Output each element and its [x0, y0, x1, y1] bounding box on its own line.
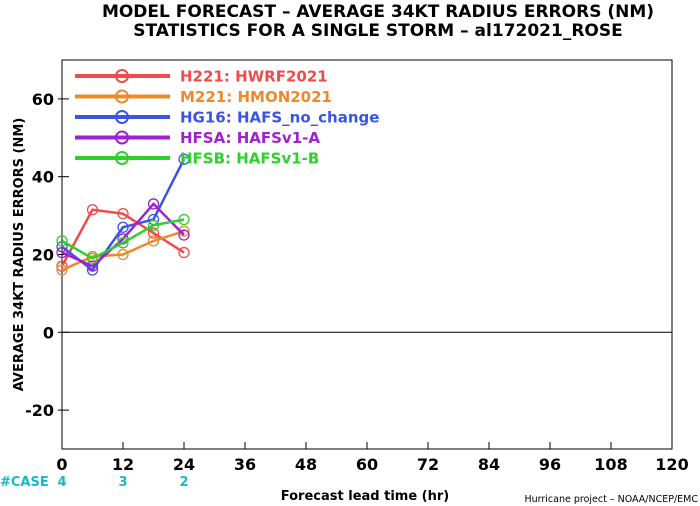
y-tick-label: -20 [25, 401, 54, 420]
plot-area: -20 0 20 40 60 0 12 24 36 48 60 72 84 96 108 120 H221:… [25, 59, 689, 474]
series-line [60, 208, 185, 267]
data-point [56, 235, 68, 247]
legend-entry: HFSB: HAFSv1-B [75, 150, 319, 168]
x-tick-label: 48 [295, 455, 317, 474]
series-hfsb [56, 213, 190, 265]
x-axis-label: Forecast lead time (hr) [281, 489, 449, 504]
y-axis-label: AVERAGE 34KT RADIUS ERRORS (NM) [12, 118, 27, 392]
case-label: #CASE [0, 475, 49, 490]
legend-swatch-marker [115, 69, 129, 83]
y-tick-label: 20 [32, 246, 54, 265]
x-tick-label: 60 [356, 455, 378, 474]
series-line [61, 218, 185, 260]
x-tick-label: 72 [417, 455, 439, 474]
y-tick-label: 0 [43, 323, 54, 342]
data-point [147, 235, 160, 247]
legend-entry: HFSA: HAFSv1-A [75, 129, 320, 147]
chart-subtitle: STATISTICS FOR A SINGLE STORM – al172021… [133, 21, 622, 41]
x-tick-label: 84 [478, 455, 500, 474]
legend-swatch-marker [115, 130, 129, 145]
legend-label: HFSB: HAFSv1-B [180, 150, 319, 168]
data-point [56, 246, 68, 259]
chart-title: MODEL FORECAST – AVERAGE 34KT RADIUS ERR… [102, 2, 654, 22]
y-tick-label: 60 [32, 90, 54, 109]
legend-entry: M221: HMON2021 [75, 88, 332, 106]
data-point [86, 204, 99, 216]
y-tick-label: 40 [32, 168, 54, 187]
data-point [56, 260, 68, 272]
data-point [178, 246, 190, 259]
data-point [147, 198, 160, 210]
x-tick-label: 96 [539, 455, 561, 474]
legend-label: M221: HMON2021 [180, 88, 332, 106]
x-tick-label: 12 [112, 455, 134, 474]
legend-entry: HG16: HAFS_no_change [75, 109, 379, 127]
data-point [117, 208, 129, 220]
series-h221 [56, 204, 190, 272]
data-point [178, 229, 190, 241]
legend-swatch-marker [115, 110, 129, 124]
data-point [147, 219, 160, 231]
data-point [56, 264, 68, 276]
case-count: 2 [179, 475, 188, 490]
data-point [178, 153, 190, 165]
case-count: 4 [57, 475, 66, 490]
legend-swatch-marker [115, 151, 129, 165]
x-tick-label: 36 [234, 455, 256, 474]
x-tick-label: 120 [655, 455, 688, 474]
legend-entry: H221: HWRF2021 [75, 68, 328, 86]
credit-text: Hurricane project – NOAA/NCEP/EMC [524, 494, 698, 505]
series-line [61, 202, 185, 268]
legend-swatch-marker [115, 89, 129, 104]
data-point [86, 260, 99, 272]
case-count: 3 [118, 475, 127, 490]
legend-label: HFSA: HAFSv1-A [180, 129, 320, 147]
data-point [117, 248, 129, 261]
x-tick-label: 108 [594, 455, 627, 474]
legend-label: H221: HWRF2021 [180, 68, 328, 86]
data-point [117, 221, 129, 233]
data-point [117, 237, 129, 249]
data-point [86, 252, 99, 265]
x-tick-label: 0 [56, 455, 67, 474]
x-tick-label: 24 [173, 455, 195, 474]
data-point [147, 227, 160, 239]
data-point [178, 213, 190, 226]
legend-label: HG16: HAFS_no_change [180, 109, 379, 127]
